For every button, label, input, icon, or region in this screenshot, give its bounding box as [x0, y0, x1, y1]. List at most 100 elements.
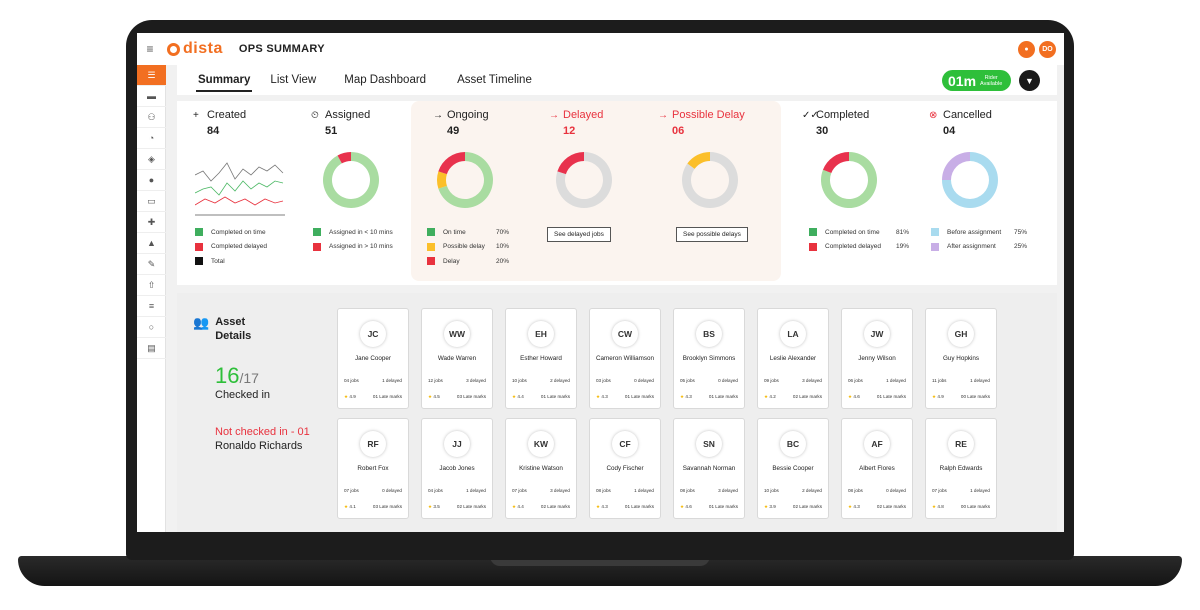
rider-card[interactable]: LA Leslie Alexander 09 jobs 3 delayed ★ …	[757, 308, 829, 409]
checked-in-count: 16/17	[215, 363, 259, 389]
rider-card[interactable]: WW Wade Warren 12 jobs 3 delayed ★ 4.5 0…	[421, 308, 493, 409]
rider-rating-stats: ★ 4.6 01 Late marks	[848, 394, 906, 400]
route-icon[interactable]: ◈	[137, 149, 166, 170]
rider-card[interactable]: GH Guy Hopkins 11 jobs 1 delayed ★ 4.9 0…	[925, 308, 997, 409]
tab-asset-timeline[interactable]: Asset Timeline	[457, 74, 532, 86]
rider-card[interactable]: AF Albert Flores 08 jobs 0 delayed ★ 4.3…	[841, 418, 913, 519]
rider-jobs: 10 jobs	[512, 378, 527, 383]
tab-map-dashboard[interactable]: Map Dashboard	[344, 74, 427, 86]
checked-in-total: /17	[239, 370, 259, 386]
user-avatar[interactable]: DO	[1039, 41, 1056, 58]
bulb-icon[interactable]: ○	[137, 317, 166, 338]
rider-rating-stats: ★ 4.6 01 Late marks	[680, 504, 738, 510]
wrench-icon[interactable]: ✎	[137, 254, 166, 275]
rider-job-stats: 04 jobs 1 delayed	[344, 378, 402, 383]
legend-label: Possible delay	[443, 243, 485, 251]
rider-card[interactable]: SN Savannah Norman 08 jobs 3 delayed ★ 4…	[673, 418, 745, 519]
rider-job-stats: 04 jobs 1 delayed	[428, 488, 486, 493]
stat-completed[interactable]: ✓✓ Completed 30	[802, 109, 869, 137]
list-icon[interactable]: ☰	[137, 65, 166, 86]
star-icon: ★	[512, 504, 517, 509]
rider-jobs: 04 jobs	[344, 378, 359, 383]
rider-rating-stats: ★ 4.3 01 Late marks	[680, 394, 738, 400]
stat-assigned[interactable]: ⏲ Assigned 51	[311, 109, 370, 137]
rider-card[interactable]: EH Esther Howard 10 jobs 2 delayed ★ 4.4…	[505, 308, 577, 409]
rider-available-badge[interactable]: 01m Rider Available	[942, 70, 1011, 91]
rider-rating: ★ 4.3	[596, 394, 608, 400]
legend-swatch	[195, 242, 203, 251]
rider-card[interactable]: CF Cody Fischer 08 jobs 1 delayed ★ 4.3 …	[589, 418, 661, 519]
notification-bell-icon[interactable]: ●	[1018, 41, 1035, 58]
rider-delayed: 1 delayed	[382, 378, 402, 383]
stat-possible-delay[interactable]: → Possible Delay 06	[658, 109, 745, 137]
rider-delayed: 1 delayed	[970, 488, 990, 493]
completed-segment-0	[821, 152, 877, 208]
user-icon[interactable]: ●	[137, 170, 166, 191]
stat-assigned-label: Assigned	[325, 109, 371, 121]
puzzle-icon[interactable]: ✚	[137, 212, 166, 233]
rider-job-stats: 12 jobs 3 delayed	[428, 378, 486, 383]
not-checked-in-name[interactable]: Ronaldo Richards	[215, 440, 303, 452]
message-icon[interactable]: ▤	[137, 338, 166, 359]
rider-late-marks: 00 Late marks	[960, 394, 990, 399]
stat-ongoing[interactable]: → Ongoing 49	[433, 109, 489, 137]
ongoing-segment-0	[438, 152, 493, 208]
rider-avatar: RF	[360, 431, 386, 457]
rider-card[interactable]: BS Brooklyn Simmons 05 jobs 0 delayed ★ …	[673, 308, 745, 409]
rider-card[interactable]: JJ Jacob Jones 04 jobs 1 delayed ★ 3.5 0…	[421, 418, 493, 519]
rider-rating: ★ 4.5	[428, 394, 440, 400]
star-icon: ★	[596, 394, 601, 399]
hamburger-menu-icon[interactable]: ≡	[146, 42, 154, 56]
stat-delayed[interactable]: → Delayed 12	[549, 109, 603, 137]
stat-possible-delay-value: 06	[672, 125, 685, 137]
pie-chart-icon[interactable]: ◔	[137, 128, 166, 149]
rider-card[interactable]: BC Bessie Cooper 10 jobs 2 delayed ★ 3.9…	[757, 418, 829, 519]
store-icon[interactable]: ▬	[137, 86, 166, 107]
legend-swatch	[313, 228, 321, 237]
rows-icon[interactable]: ≡	[137, 296, 166, 317]
brand-logo[interactable]: dista	[167, 40, 223, 58]
tab-list-view[interactable]: List View	[270, 74, 317, 86]
star-icon: ★	[848, 394, 853, 399]
rider-label-line2: Available	[980, 80, 1003, 87]
rider-delayed: 1 delayed	[970, 378, 990, 383]
tab-summary[interactable]: Summary	[195, 68, 253, 92]
checked-in-label: Checked in	[215, 389, 271, 401]
logo-mark-icon	[167, 42, 180, 56]
rider-card[interactable]: RF Robert Fox 07 jobs 0 delayed ★ 4.1 03…	[337, 418, 409, 519]
stat-ongoing-value: 49	[447, 125, 460, 137]
see-possible-delays-button[interactable]: See possible delays	[676, 227, 748, 242]
stat-created[interactable]: + Created 84	[193, 109, 246, 137]
assigned-segment-1	[337, 152, 351, 164]
rider-card[interactable]: KW Kristine Watson 07 jobs 3 delayed ★ 4…	[505, 418, 577, 519]
bell-icon[interactable]: ▲	[137, 233, 166, 254]
rider-rating-value: 3.5	[433, 504, 440, 509]
filter-icon[interactable]: ▼	[1019, 70, 1040, 91]
rider-delayed: 3 delayed	[550, 488, 570, 493]
donut-delayed	[556, 152, 612, 208]
upload-icon[interactable]: ⇧	[137, 275, 166, 296]
image-icon[interactable]: ▭	[137, 191, 166, 212]
rider-job-stats: 08 jobs 1 delayed	[596, 488, 654, 493]
team-icon[interactable]: ⚇	[137, 107, 166, 128]
legend-completed: Completed on time 81% Completed delayed 19%	[809, 225, 909, 254]
stat-cancelled[interactable]: ⊗ Cancelled 04	[929, 109, 992, 137]
rider-card[interactable]: CW Cameron Williamson 03 jobs 0 delayed …	[589, 308, 661, 409]
rider-jobs: 05 jobs	[680, 378, 695, 383]
legend-label: After assignment	[947, 243, 996, 251]
page-title: OPS SUMMARY	[238, 43, 325, 55]
rider-card[interactable]: RE Ralph Edwards 07 jobs 1 delayed ★ 4.8…	[925, 418, 997, 519]
star-icon: ★	[344, 394, 349, 399]
rider-rating-stats: ★ 4.5 03 Late marks	[428, 394, 486, 400]
top-bar: ≡ dista OPS SUMMARY ● DO	[137, 33, 1064, 65]
see-delayed-jobs-button[interactable]: See delayed jobs	[547, 227, 611, 242]
legend-item: Assigned in < 10 mins	[313, 225, 423, 240]
rider-job-stats: 09 jobs 3 delayed	[764, 378, 822, 383]
rider-card[interactable]: JC Jane Cooper 04 jobs 1 delayed ★ 4.9 0…	[337, 308, 409, 409]
rider-job-stats: 05 jobs 0 delayed	[680, 378, 738, 383]
rider-card[interactable]: JW Jenny Wilson 06 jobs 1 delayed ★ 4.6 …	[841, 308, 913, 409]
star-icon: ★	[932, 504, 937, 509]
stat-ongoing-label: Ongoing	[447, 109, 489, 121]
legend-label: Assigned in < 10 mins	[329, 228, 393, 236]
rider-name: Savannah Norman	[682, 465, 736, 472]
